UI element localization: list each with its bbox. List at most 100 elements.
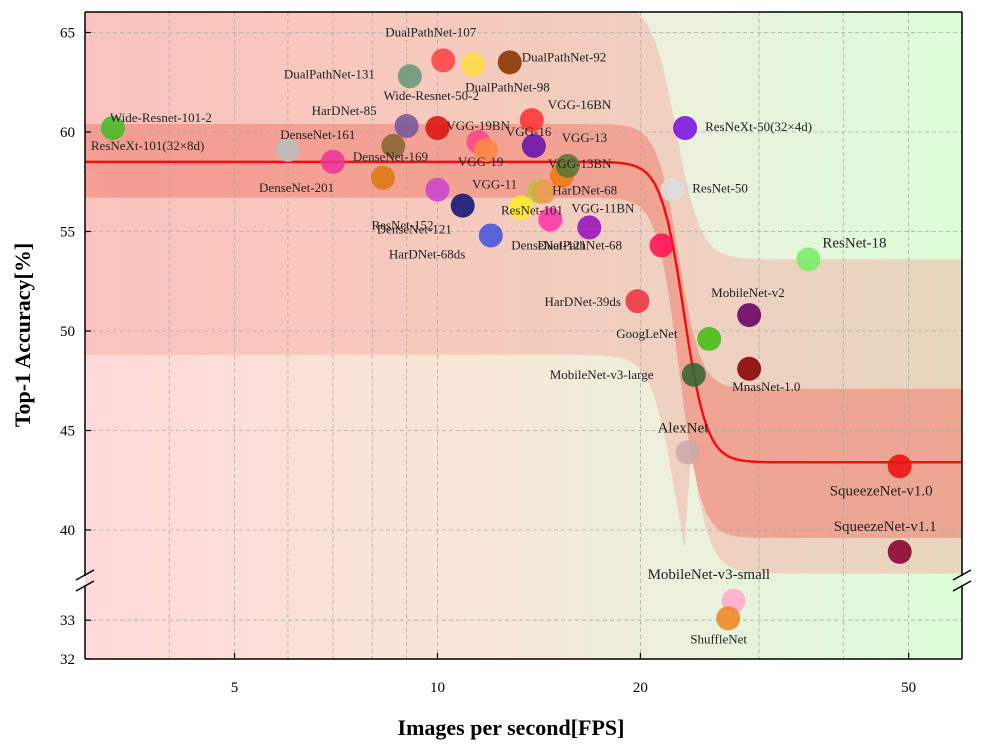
point-label: ResNet-101 [501, 203, 563, 218]
data-point [397, 64, 422, 89]
point-label: MobileNet-v3-small [648, 567, 770, 583]
point-label: SqueezeNet-v1.0 [830, 483, 933, 499]
plot-frame [75, 11, 972, 660]
data-point [796, 247, 821, 272]
point-label: DenseNet-121 [511, 238, 586, 253]
data-point [370, 165, 395, 190]
data-point [577, 215, 602, 240]
data-point [697, 326, 722, 351]
point-label: VGG-13BN [548, 156, 612, 171]
point-label: VGG-11BN [571, 201, 635, 216]
confidence-bands [85, 12, 962, 574]
point-label: HarDNet-85 [312, 103, 377, 118]
y-tick-label: 33 [60, 613, 75, 629]
grid-lines [85, 12, 962, 659]
data-point [649, 233, 674, 258]
data-point [675, 440, 700, 465]
data-point [673, 116, 698, 141]
point-label: DualPathNet-68 [538, 237, 622, 252]
data-point [519, 108, 544, 133]
y-tick-label: 32 [60, 652, 75, 668]
axis-break-mark [75, 580, 95, 592]
point-label: HarDNet-39ds [544, 294, 621, 309]
axis-break-mark [952, 580, 972, 592]
axis-break-mark [952, 569, 972, 581]
data-point [660, 177, 685, 202]
point-label: MobileNet-v2 [711, 285, 785, 300]
data-point [521, 133, 546, 158]
point-label: HarDNet-68ds [389, 246, 466, 261]
x-tick-label: 5 [231, 680, 239, 696]
data-point [275, 137, 300, 162]
data-point [681, 362, 706, 387]
point-label: DualPathNet-98 [465, 79, 549, 94]
x-tick-label: 10 [430, 680, 445, 696]
data-point [497, 50, 522, 75]
data-points [100, 48, 912, 631]
data-point [478, 223, 503, 248]
data-point [425, 116, 450, 141]
point-label: DenseNet-121 [377, 222, 452, 237]
point-label: VGG-16 [506, 124, 552, 139]
data-point [473, 137, 498, 162]
point-label: ResNet-50 [692, 181, 748, 196]
data-point [450, 193, 475, 218]
y-tick-label: 55 [60, 225, 75, 241]
data-point [394, 114, 419, 139]
data-point [100, 116, 125, 141]
data-point [555, 153, 580, 178]
point-label: Wide-Resnet-50-2 [383, 88, 479, 103]
data-point [461, 52, 486, 77]
data-point [716, 606, 741, 631]
point-label: ResNet-18 [822, 235, 886, 251]
point-label: DualPathNet-131 [284, 66, 375, 81]
x-tick-label: 50 [901, 680, 916, 696]
y-tick-label: 40 [60, 523, 75, 539]
y-tick-label: 65 [60, 26, 75, 42]
y-axis-label: Top-1 Accuracy[%] [10, 243, 35, 427]
y-tick-label: 45 [60, 424, 75, 440]
data-point [321, 149, 346, 174]
data-point [532, 179, 557, 204]
point-label: SqueezeNet-v1.1 [834, 519, 937, 535]
data-point [625, 289, 650, 314]
point-label: ResNeXt-50(32×4d) [705, 119, 812, 134]
point-label: HarDNet-68 [552, 183, 617, 198]
point-label: VGG-16BN [548, 97, 612, 112]
point-label: VGG-19BN [446, 118, 510, 133]
x-axis-label: Images per second[FPS] [398, 715, 625, 740]
data-point [887, 454, 912, 479]
point-label: MobileNet-v3-large [550, 367, 654, 382]
trend-line [85, 160, 962, 464]
point-labels: ResNeXt-101(32×8d) Wide-Resnet-101-2 Dense… [91, 24, 937, 646]
point-label: DenseNet-161 [280, 127, 355, 142]
data-point [737, 303, 762, 328]
data-point [508, 195, 533, 220]
point-label: VGG-13 [562, 130, 608, 145]
data-point [538, 207, 563, 232]
point-label: AlexNet [658, 420, 710, 436]
fit-curve [85, 160, 962, 464]
point-label: ResNet-152 [371, 218, 433, 233]
data-point [381, 133, 406, 158]
data-point [887, 539, 912, 564]
point-label: VGG-11 [472, 177, 517, 192]
data-point [737, 356, 762, 381]
point-label: DualPathNet-107 [385, 24, 476, 39]
data-point [425, 177, 450, 202]
point-label: DenseNet-201 [259, 180, 334, 195]
point-label: VGG-19 [458, 154, 504, 169]
point-label: DualPathNet-92 [522, 49, 606, 64]
point-label: DenseNet-169 [353, 149, 428, 164]
point-label: Wide-Resnet-101-2 [110, 110, 212, 125]
point-label: ShuffleNet [690, 631, 747, 646]
point-label: GoogLeNet [616, 326, 678, 341]
x-tick-label: 20 [633, 680, 648, 696]
y-tick-label: 60 [60, 125, 75, 141]
point-label: MnasNet-1.0 [732, 379, 800, 394]
inner-band [85, 124, 962, 538]
axis-break-mark [75, 569, 95, 581]
point-label: ResNeXt-101(32×8d) [91, 138, 204, 153]
